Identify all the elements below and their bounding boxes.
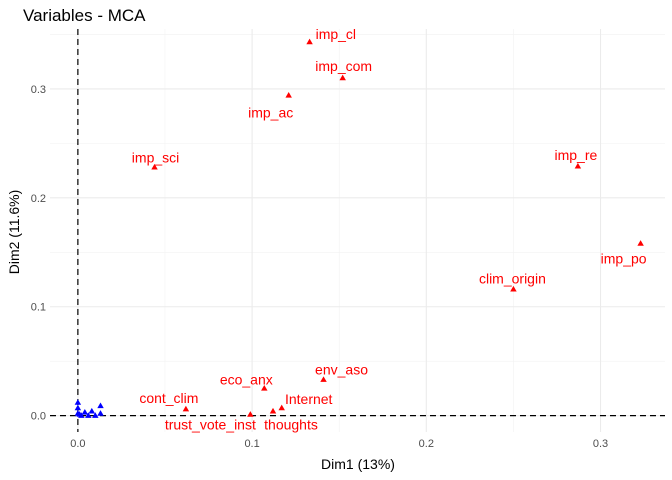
data-point-label: clim_origin — [479, 270, 546, 286]
data-point-marker — [285, 92, 292, 98]
data-point-label: thoughts — [264, 416, 318, 432]
data-point-marker — [247, 411, 254, 417]
x-tick-label: 0.2 — [419, 438, 434, 450]
data-point-label: imp_cl — [316, 26, 356, 42]
data-point-label: trust_vote_inst — [165, 417, 256, 433]
data-point-label: cont_clim — [139, 390, 198, 406]
data-point-label: env_aso — [315, 362, 368, 378]
data-point-label: Internet — [285, 391, 333, 407]
data-point-marker — [78, 412, 85, 418]
y-tick-label: 0.3 — [31, 84, 46, 96]
data-point-label: imp_ac — [248, 104, 293, 120]
data-point-marker — [74, 404, 82, 411]
data-point-label: eco_anx — [220, 371, 273, 387]
data-point-label: imp_po — [601, 251, 647, 267]
data-point-label: imp_sci — [132, 149, 179, 165]
data-point-marker — [261, 385, 268, 391]
data-point-marker — [637, 240, 644, 246]
y-axis-ticks: 0.0 0.1 0.2 0.3 — [31, 84, 46, 423]
x-tick-label: 0.1 — [244, 438, 259, 450]
data-point-marker — [182, 405, 190, 412]
data-point-marker — [97, 410, 104, 416]
y-tick-label: 0.1 — [31, 302, 46, 314]
chart-title: Variables - MCA — [23, 6, 146, 25]
x-tick-label: 0.3 — [593, 438, 608, 450]
data-point-label: imp_re — [554, 147, 597, 163]
data-point-marker — [269, 407, 277, 414]
data-point-marker — [88, 407, 96, 414]
data-point-marker — [74, 399, 82, 405]
y-axis-title: Dim2 (11.6%) — [6, 190, 22, 275]
data-point-marker — [85, 412, 92, 418]
data-point-marker — [306, 38, 313, 45]
data-point-marker — [510, 285, 517, 292]
points-layer — [74, 38, 644, 418]
x-axis-title: Dim1 (13%) — [321, 456, 395, 472]
x-axis-ticks: 0.0 0.1 0.2 0.3 — [70, 438, 608, 450]
y-tick-label: 0.0 — [31, 411, 46, 423]
data-point-marker — [151, 163, 158, 170]
data-point-marker — [320, 376, 327, 382]
reference-lines — [50, 29, 665, 432]
point-labels-layer: imp_cl imp_com imp_ac imp_sci imp_re imp_pocl… — [132, 26, 647, 433]
y-tick-label: 0.2 — [31, 193, 46, 205]
x-tick-label: 0.0 — [70, 438, 85, 450]
data-point-marker — [92, 412, 99, 418]
data-point-label: imp_com — [315, 58, 372, 74]
data-point-marker — [339, 74, 346, 81]
grid-minor — [50, 29, 665, 432]
data-point-marker — [574, 162, 582, 169]
data-point-marker — [81, 408, 89, 415]
data-point-marker — [97, 402, 104, 409]
data-point-marker — [278, 404, 285, 411]
